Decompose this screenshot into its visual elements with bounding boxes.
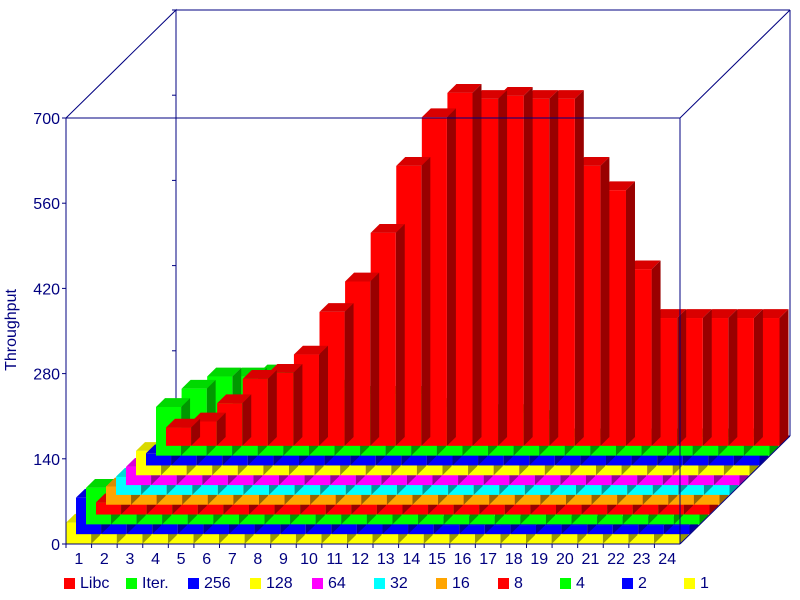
legend-item: Iter. (126, 575, 169, 592)
y-tick-label: 420 (33, 281, 60, 298)
x-tick-label: 14 (402, 551, 420, 568)
legend-swatch (374, 578, 385, 589)
x-tick-label: 17 (479, 551, 497, 568)
y-tick-label: 560 (33, 196, 60, 213)
legend-label: 64 (328, 575, 346, 592)
legend-swatch (560, 578, 571, 589)
legend-swatch (498, 578, 509, 589)
x-tick-label: 19 (530, 551, 548, 568)
legend-label: 128 (266, 575, 293, 592)
x-tick-label: 24 (658, 551, 676, 568)
legend-swatch (126, 578, 137, 589)
x-tick-label: 6 (202, 551, 211, 568)
bar (191, 412, 226, 446)
legend-item: 16 (436, 575, 470, 592)
legend-item: 8 (498, 575, 523, 592)
legend-swatch (684, 578, 695, 589)
legend-swatch (436, 578, 447, 589)
legend-swatch (64, 578, 75, 589)
x-tick-label: 4 (151, 551, 160, 568)
x-tick-label: 13 (377, 551, 395, 568)
x-tick-label: 16 (454, 551, 472, 568)
x-tick-label: 18 (505, 551, 523, 568)
x-tick-label: 1 (74, 551, 83, 568)
legend-label: 16 (452, 575, 470, 592)
x-tick-label: 15 (428, 551, 446, 568)
y-tick-label: 0 (51, 537, 60, 554)
legend-item: 2 (622, 575, 647, 592)
y-tick-label: 140 (33, 452, 60, 469)
y-axis-label: Throughput (3, 289, 20, 371)
x-tick-label: 8 (253, 551, 262, 568)
y-tick-label: 700 (33, 111, 60, 128)
legend-item: 64 (312, 575, 346, 592)
legend-item: 256 (188, 575, 231, 592)
legend-label: 32 (390, 575, 408, 592)
bar (166, 418, 201, 446)
x-tick-label: 21 (582, 551, 600, 568)
legend-swatch (250, 578, 261, 589)
x-tick-label: 3 (126, 551, 135, 568)
legend-label: 1 (700, 575, 709, 592)
x-tick-label: 11 (326, 551, 343, 568)
legend-swatch (312, 578, 323, 589)
frame-bottom-right-edge (679, 435, 791, 545)
x-tick-label: 2 (100, 551, 109, 568)
x-tick-label: 20 (556, 551, 574, 568)
legend-label: 8 (514, 575, 523, 592)
series-Libc (166, 84, 789, 446)
x-tick-label: 23 (633, 551, 651, 568)
x-tick-label: 5 (177, 551, 186, 568)
legend: Libc Iter. 256 128 64 32 16 8 4 2 1 (64, 575, 709, 592)
frame-top-right-edge (679, 9, 791, 119)
legend-swatch (188, 578, 199, 589)
y-tick-label: 280 (33, 367, 60, 384)
legend-item: 4 (560, 575, 585, 592)
legend-label: 2 (638, 575, 647, 592)
legend-swatch (622, 578, 633, 589)
legend-label: 4 (576, 575, 585, 592)
legend-item: Libc (64, 575, 109, 592)
x-tick-label: 7 (228, 551, 237, 568)
x-tick-label: 9 (279, 551, 288, 568)
legend-item: 1 (684, 575, 709, 592)
legend-item: 32 (374, 575, 408, 592)
x-tick-label: 12 (351, 551, 369, 568)
bar-area (66, 84, 789, 544)
legend-item: 128 (250, 575, 293, 592)
legend-label: 256 (204, 575, 231, 592)
legend-label: Iter. (142, 575, 169, 592)
x-tick-label: 10 (300, 551, 318, 568)
x-tick-label: 22 (607, 551, 625, 568)
legend-label: Libc (80, 575, 109, 592)
